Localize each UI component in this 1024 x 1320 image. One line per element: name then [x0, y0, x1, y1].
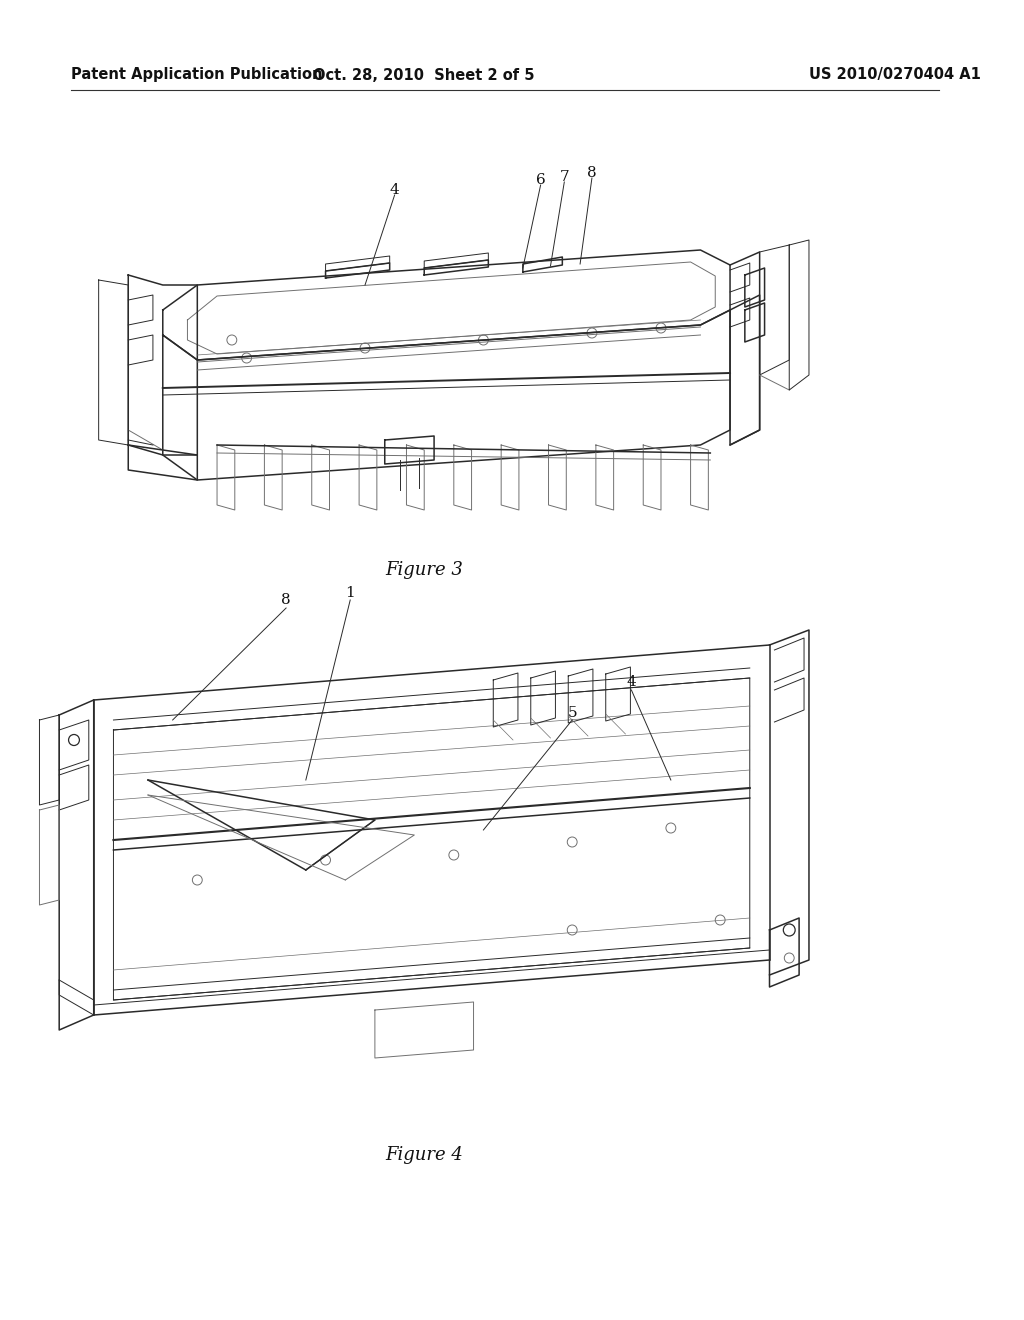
Text: 6: 6 — [536, 173, 546, 187]
Text: 8: 8 — [587, 166, 597, 180]
Text: Oct. 28, 2010  Sheet 2 of 5: Oct. 28, 2010 Sheet 2 of 5 — [313, 67, 535, 82]
Text: 5: 5 — [567, 706, 577, 719]
Text: Patent Application Publication: Patent Application Publication — [71, 67, 323, 82]
Text: Figure 4: Figure 4 — [385, 1146, 463, 1164]
Text: 8: 8 — [282, 593, 291, 607]
Text: 4: 4 — [390, 183, 399, 197]
Text: US 2010/0270404 A1: US 2010/0270404 A1 — [809, 67, 981, 82]
Text: 4: 4 — [627, 675, 636, 689]
Text: Figure 3: Figure 3 — [385, 561, 463, 579]
Text: 1: 1 — [345, 586, 355, 601]
Text: 7: 7 — [559, 170, 569, 183]
